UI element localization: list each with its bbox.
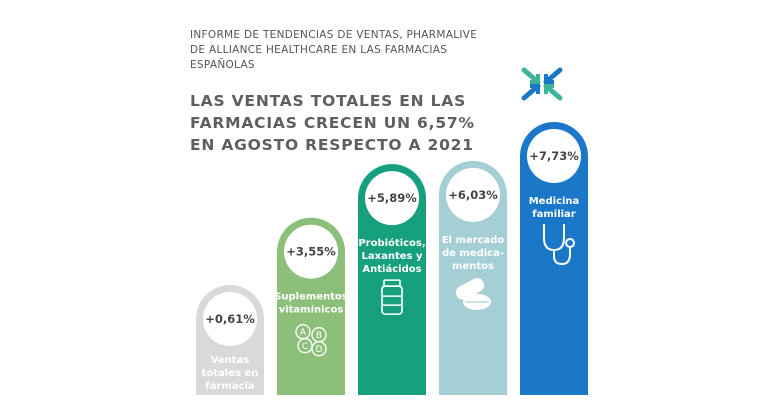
category-label: Probióticos, Laxantes y Antiácidos	[358, 237, 425, 275]
value-bubble	[446, 167, 500, 222]
vitamins-abcd-icon: A BC D	[295, 324, 327, 357]
subtitle-line: DE ALLIANCE HEALTHCARE EN LAS FARMACIAS	[190, 44, 448, 56]
title-line: FARMACIAS CRECEN UN 6,57%	[190, 114, 475, 132]
category-label: Medicina familiar	[529, 196, 580, 220]
category-label-line: Antiácidos	[362, 263, 421, 275]
value-label: +6,03%	[448, 188, 498, 202]
svg-text:C: C	[302, 342, 308, 352]
svg-text:B: B	[316, 331, 322, 341]
value-label: +3,55%	[286, 245, 336, 259]
title-line: LAS VENTAS TOTALES EN LAS	[190, 92, 467, 110]
category-label-line: vitamínicos	[279, 304, 344, 316]
category-label-line: totales en	[202, 368, 259, 379]
title-line: EN AGOSTO RESPECTO A 2021	[190, 136, 474, 154]
bar-group: +7,73% Medicina familiar	[520, 122, 588, 395]
pill-bottle-icon	[381, 279, 403, 315]
headline-title: LAS VENTAS TOTALES EN LAS FARMACIAS CREC…	[190, 90, 490, 156]
category-label: Suplementos vitamínicos	[274, 292, 348, 316]
subtitle-line: ESPAÑOLAS	[190, 59, 255, 71]
value-bubble	[203, 292, 257, 346]
pills-icon	[455, 278, 491, 310]
bar-group: +0,61% Ventas totales en farmacia	[196, 285, 264, 395]
svg-text:D: D	[316, 345, 323, 355]
value-bubble	[284, 224, 338, 279]
value-bubble	[365, 171, 419, 226]
bar-group: +3,55% Suplementos vitamínicos A BC D	[274, 217, 348, 395]
value-label: +7,73%	[529, 149, 579, 163]
bar-group: +5,89% Probióticos, Laxantes y Antiácidos	[358, 164, 426, 395]
category-label: Ventas totales en farmacia	[202, 355, 259, 392]
category-label-line: Probióticos,	[358, 237, 425, 249]
category-label-line: mentos	[452, 261, 494, 272]
stethoscope-icon	[543, 224, 575, 266]
category-label-line: de medica-	[442, 248, 504, 259]
category-label-line: Laxantes y	[362, 251, 423, 262]
category-label-line: Medicina	[529, 196, 580, 207]
alliance-logo-icon	[521, 67, 563, 101]
category-label-line: familiar	[532, 209, 576, 220]
category-label-line: farmacia	[205, 381, 254, 392]
bar-group: +6,03% El mercado de medica-mentos	[439, 160, 507, 395]
svg-text:A: A	[300, 328, 307, 338]
category-label: El mercado de medica-mentos	[442, 235, 505, 272]
value-label: +0,61%	[205, 312, 255, 326]
bar	[439, 160, 507, 395]
report-subtitle: INFORME DE TENDENCIAS DE VENTAS, PHARMAL…	[190, 28, 520, 73]
category-label-line: El mercado	[442, 235, 505, 246]
category-label-line: Ventas	[211, 355, 250, 366]
value-bubble	[527, 129, 581, 183]
value-label: +5,89%	[367, 191, 417, 205]
category-label-line: Suplementos	[274, 292, 348, 303]
subtitle-line: INFORME DE TENDENCIAS DE VENTAS, PHARMAL…	[190, 29, 478, 41]
